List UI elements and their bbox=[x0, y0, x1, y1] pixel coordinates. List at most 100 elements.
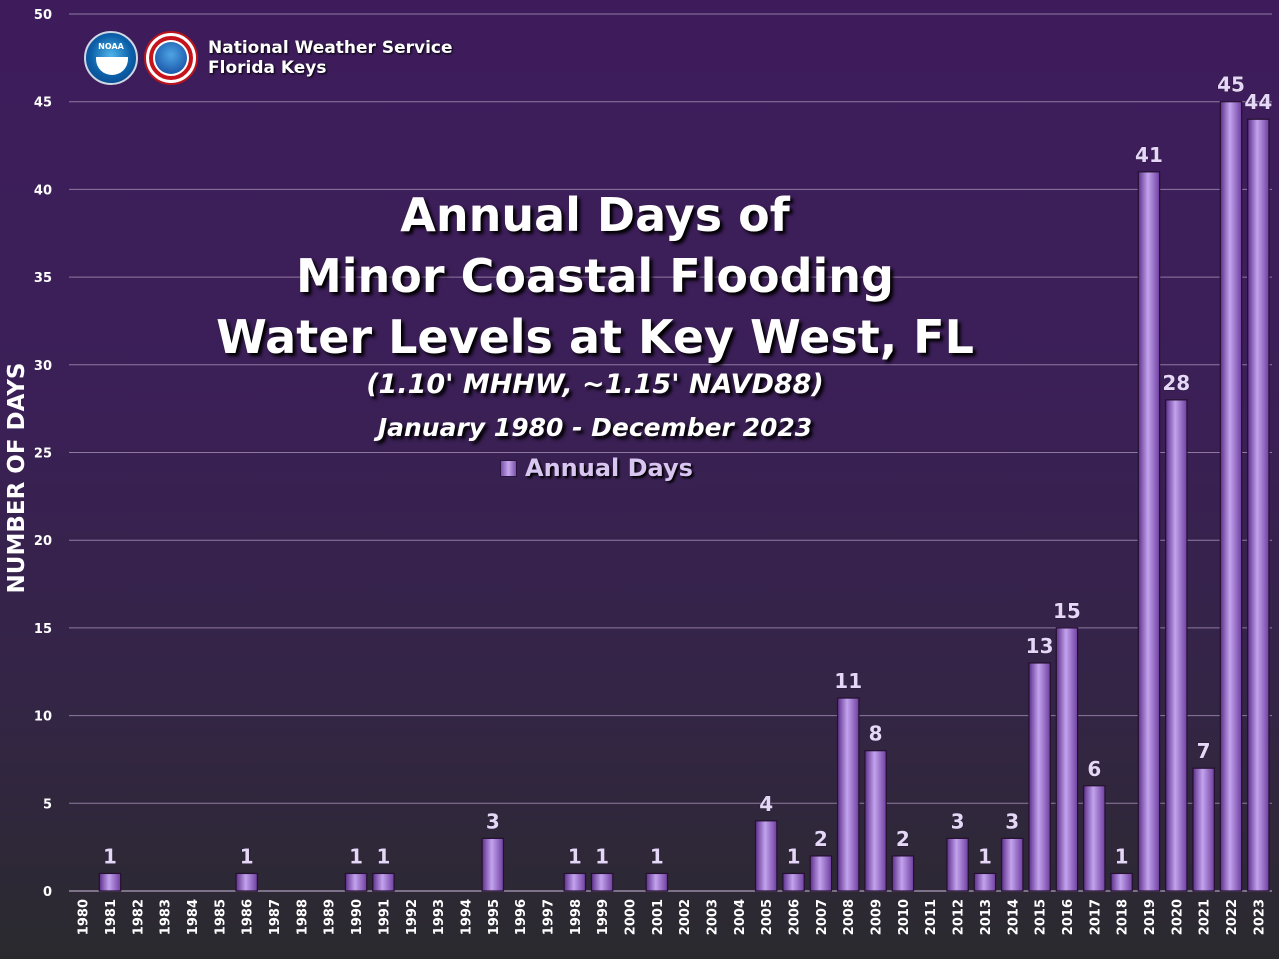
data-label: 28 bbox=[1162, 371, 1190, 395]
x-tick-label: 2001 bbox=[651, 899, 666, 935]
tick-labels: 0 5 10 15 20 25 30 35 40 45 50 1980 1981 1982 1983 1984… bbox=[34, 8, 1267, 935]
x-tick-label: 2007 bbox=[815, 899, 830, 935]
x-tick-label: 2005 bbox=[760, 899, 775, 935]
nws-logo-icon bbox=[144, 31, 198, 85]
data-label: 2 bbox=[814, 827, 828, 851]
data-label: 41 bbox=[1135, 143, 1163, 167]
y-tick-label: 10 bbox=[34, 710, 52, 725]
bar bbox=[235, 872, 258, 892]
date-range: January 1980 - December 2023 bbox=[377, 413, 813, 442]
x-tick-label: 1985 bbox=[213, 899, 228, 935]
x-tick-label: 2022 bbox=[1225, 899, 1240, 935]
data-label: 1 bbox=[376, 844, 390, 868]
bar bbox=[1247, 118, 1270, 892]
x-tick-label: 1982 bbox=[131, 899, 146, 935]
x-tick-label: 2013 bbox=[979, 899, 994, 935]
bar bbox=[1083, 785, 1106, 892]
x-tick-label: 1998 bbox=[569, 899, 584, 935]
nws-globe-icon bbox=[155, 42, 187, 74]
chart-subtitle: (1.10' MHHW, ~1.15' NAVD88) bbox=[366, 369, 824, 400]
x-tick-label: 1981 bbox=[104, 899, 119, 935]
bar bbox=[344, 872, 368, 892]
bar bbox=[1110, 872, 1133, 892]
data-label: 1 bbox=[978, 844, 992, 868]
x-tick-label: 1999 bbox=[596, 899, 611, 935]
y-tick-label: 35 bbox=[34, 271, 52, 286]
org-line-2: Florida Keys bbox=[208, 58, 327, 78]
y-tick-label: 0 bbox=[43, 885, 52, 900]
x-tick-label: 2009 bbox=[870, 899, 885, 935]
x-tick-label: 1983 bbox=[159, 899, 174, 935]
bar bbox=[1055, 627, 1079, 892]
x-tick-label: 1997 bbox=[541, 899, 556, 935]
y-tick-label: 45 bbox=[34, 96, 52, 111]
bar bbox=[891, 855, 915, 892]
title-line-2: Minor Coastal Flooding bbox=[296, 249, 894, 303]
data-label: 1 bbox=[787, 844, 801, 868]
org-name: National Weather Service Florida Keys bbox=[208, 38, 453, 78]
y-tick-label: 5 bbox=[43, 797, 52, 812]
data-label: 4 bbox=[759, 792, 773, 816]
data-label: 13 bbox=[1026, 634, 1054, 658]
x-tick-label: 2011 bbox=[924, 899, 939, 935]
bar bbox=[754, 820, 778, 892]
x-tick-label: 1992 bbox=[405, 899, 420, 935]
y-tick-label: 50 bbox=[34, 8, 52, 23]
x-tick-label: 1996 bbox=[514, 899, 529, 935]
chart-title: Annual Days of Minor Coastal Flooding Wa… bbox=[90, 185, 1100, 368]
x-tick-label: 2021 bbox=[1198, 899, 1213, 935]
gridlines bbox=[69, 13, 1272, 804]
bar bbox=[1192, 767, 1215, 892]
x-tick-label: 2014 bbox=[1006, 899, 1021, 935]
y-axis-label: NUMBER OF DAYS bbox=[4, 363, 30, 594]
bar bbox=[946, 837, 969, 892]
bar bbox=[563, 872, 587, 892]
x-tick-label: 2018 bbox=[1116, 899, 1131, 935]
data-label: 1 bbox=[349, 844, 363, 868]
data-label: 1 bbox=[650, 844, 664, 868]
data-label: 44 bbox=[1244, 90, 1272, 114]
bar bbox=[836, 697, 860, 892]
y-tick-label: 15 bbox=[34, 622, 52, 637]
noaa-logo-icon: NOAA bbox=[84, 31, 138, 85]
x-tick-label: 1987 bbox=[268, 899, 283, 935]
bar bbox=[1137, 171, 1161, 892]
y-tick-label: 20 bbox=[34, 534, 52, 549]
y-tick-label: 30 bbox=[34, 359, 52, 374]
bar bbox=[1028, 662, 1051, 892]
bar bbox=[481, 837, 505, 892]
bar bbox=[98, 872, 122, 892]
x-tick-label: 1994 bbox=[459, 899, 474, 935]
y-tick-label: 40 bbox=[34, 183, 52, 198]
x-tick-label: 2000 bbox=[623, 899, 638, 935]
bar bbox=[973, 872, 997, 892]
bar bbox=[864, 750, 887, 892]
x-tick-label: 1991 bbox=[377, 899, 392, 935]
x-tick-label: 2023 bbox=[1252, 899, 1267, 935]
x-tick-label: 2006 bbox=[788, 899, 803, 935]
bar bbox=[372, 872, 395, 892]
x-tick-label: 2020 bbox=[1170, 899, 1185, 935]
x-tick-label: 2016 bbox=[1061, 899, 1076, 935]
data-label: 1 bbox=[595, 844, 609, 868]
data-label: 6 bbox=[1087, 757, 1101, 781]
data-label: 3 bbox=[1005, 809, 1019, 833]
bar bbox=[645, 872, 669, 892]
data-label: 8 bbox=[869, 722, 883, 746]
x-tick-label: 2017 bbox=[1088, 899, 1103, 935]
bar bbox=[1165, 399, 1188, 892]
x-tick-label: 2008 bbox=[842, 899, 857, 935]
x-tick-label: 1986 bbox=[241, 899, 256, 935]
x-tick-label: 2015 bbox=[1034, 899, 1049, 935]
x-tick-label: 1993 bbox=[432, 899, 447, 935]
data-label: 45 bbox=[1217, 73, 1245, 97]
bars bbox=[98, 101, 1270, 892]
data-label: 1 bbox=[240, 844, 254, 868]
data-label: 1 bbox=[103, 844, 117, 868]
bar bbox=[1219, 101, 1243, 892]
data-label: 3 bbox=[486, 809, 500, 833]
x-tick-label: 2003 bbox=[706, 899, 721, 935]
x-tick-label: 1988 bbox=[295, 899, 310, 935]
title-line-1: Annual Days of bbox=[400, 188, 790, 242]
